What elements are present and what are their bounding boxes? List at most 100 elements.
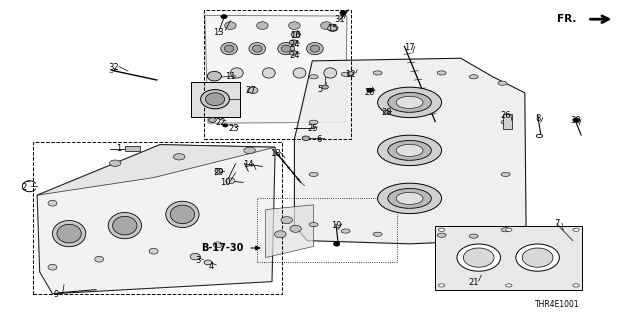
Ellipse shape [501,172,510,177]
Text: 32: 32 [109,63,119,72]
Ellipse shape [48,200,57,206]
Ellipse shape [378,87,442,118]
Ellipse shape [204,260,212,265]
Ellipse shape [248,87,258,93]
Ellipse shape [457,244,500,271]
Ellipse shape [573,118,579,122]
Ellipse shape [281,217,292,224]
Ellipse shape [289,22,300,29]
Text: 30: 30 [571,116,581,125]
Ellipse shape [48,264,57,270]
Ellipse shape [225,22,236,29]
Polygon shape [191,82,240,117]
Ellipse shape [383,110,390,114]
Polygon shape [205,15,347,123]
Ellipse shape [289,40,297,45]
Ellipse shape [225,45,234,52]
Ellipse shape [226,178,235,184]
Ellipse shape [469,75,478,79]
Ellipse shape [307,43,323,55]
Ellipse shape [190,253,200,260]
Text: FR.: FR. [557,14,576,24]
Ellipse shape [333,242,340,246]
Text: 8: 8 [535,114,540,123]
Text: 4: 4 [209,262,214,271]
Text: 2: 2 [22,183,27,192]
Ellipse shape [215,168,223,173]
Ellipse shape [289,51,297,55]
Ellipse shape [213,242,222,248]
Ellipse shape [166,201,199,228]
Text: 23: 23 [228,124,239,132]
Ellipse shape [501,228,510,232]
Ellipse shape [221,43,237,55]
Text: THR4E1001: THR4E1001 [534,300,579,309]
Ellipse shape [170,205,195,224]
Ellipse shape [341,72,350,76]
Ellipse shape [388,188,431,208]
Ellipse shape [437,71,446,75]
Text: 17: 17 [404,43,415,52]
Ellipse shape [282,45,291,52]
Ellipse shape [388,92,431,112]
Ellipse shape [278,43,294,55]
Text: 15: 15 [328,24,338,33]
Text: 19: 19 [332,221,342,230]
Ellipse shape [463,248,494,267]
Ellipse shape [340,11,346,15]
Ellipse shape [373,232,382,236]
Ellipse shape [324,68,337,78]
Text: 31: 31 [334,15,344,24]
Ellipse shape [501,120,510,124]
Polygon shape [266,205,314,258]
Ellipse shape [52,220,86,247]
Ellipse shape [321,22,332,29]
Ellipse shape [437,233,446,237]
Text: 22: 22 [216,118,226,127]
Text: 12: 12 [346,70,356,79]
Text: 3: 3 [196,256,201,265]
Text: 13: 13 [214,28,224,36]
Ellipse shape [310,45,320,52]
Ellipse shape [253,45,262,52]
Ellipse shape [469,234,478,238]
Ellipse shape [438,228,445,231]
Ellipse shape [230,68,243,78]
Ellipse shape [328,25,338,31]
Ellipse shape [209,118,216,123]
Ellipse shape [516,244,559,271]
Text: 25: 25 [307,124,317,132]
Ellipse shape [506,228,512,231]
Ellipse shape [244,147,255,154]
Ellipse shape [388,140,431,160]
Ellipse shape [291,32,300,37]
Ellipse shape [108,212,141,239]
Ellipse shape [522,248,553,267]
Ellipse shape [378,135,442,166]
Text: 11: 11 [225,72,236,81]
Text: 9: 9 [54,290,59,299]
Ellipse shape [309,223,318,227]
Ellipse shape [373,71,382,75]
Ellipse shape [367,88,373,92]
Polygon shape [37,145,275,294]
Ellipse shape [223,124,228,127]
Text: 16: 16 [291,31,301,40]
Ellipse shape [257,22,268,29]
Ellipse shape [262,68,275,78]
Ellipse shape [173,154,185,160]
Ellipse shape [348,72,354,76]
Text: 27: 27 [246,86,256,95]
Ellipse shape [95,256,104,262]
Ellipse shape [205,93,225,106]
Ellipse shape [113,216,137,235]
Ellipse shape [309,172,318,177]
Text: 7: 7 [554,220,559,228]
Ellipse shape [207,71,221,81]
Ellipse shape [302,136,310,140]
Text: 1: 1 [116,144,121,153]
Text: 18: 18 [270,149,280,158]
Polygon shape [125,146,140,151]
Ellipse shape [149,248,158,254]
Text: 21: 21 [468,278,479,287]
